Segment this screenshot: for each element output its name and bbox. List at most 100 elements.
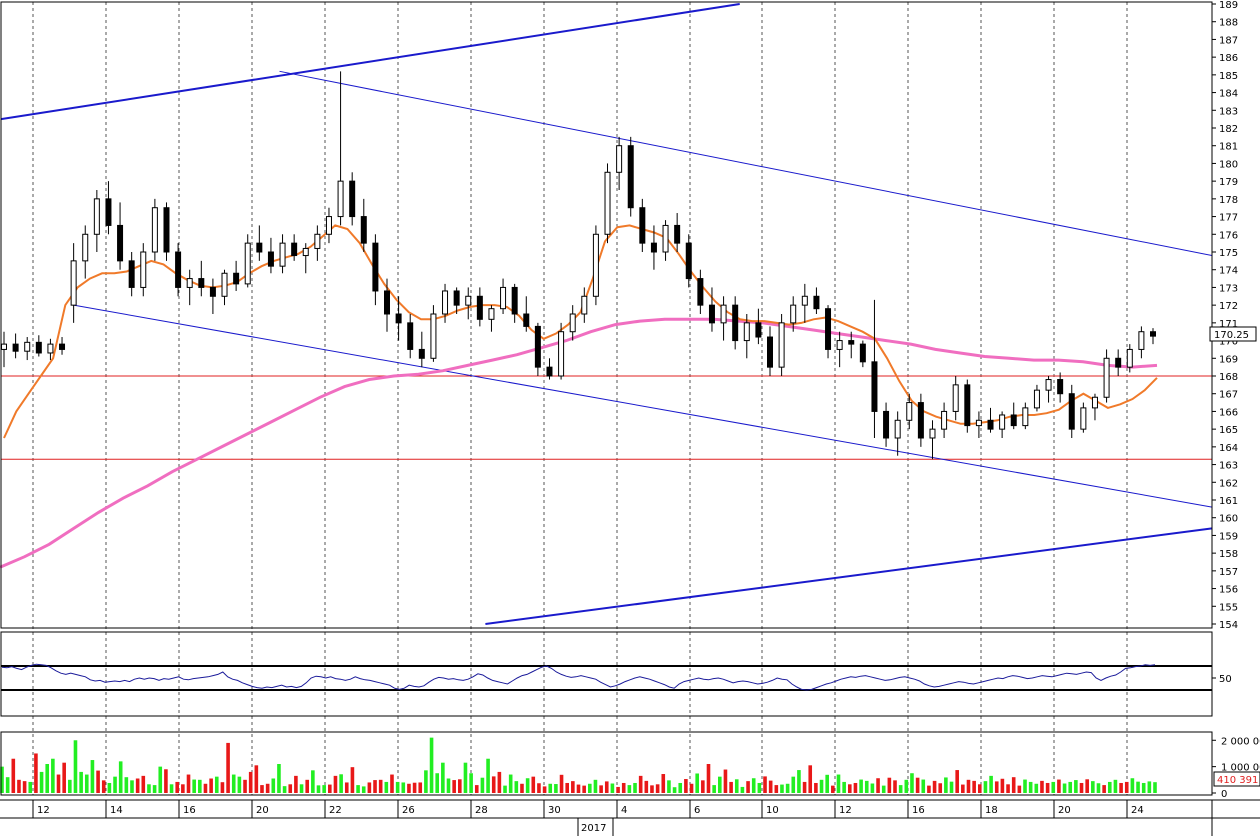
candle-body <box>407 322 414 350</box>
volume-bar <box>373 780 377 793</box>
volume-bar <box>277 764 281 793</box>
volume-bar <box>684 779 688 793</box>
candle-body <box>1045 379 1052 391</box>
candle-body <box>279 242 286 267</box>
moving-average-slow <box>0 317 1158 569</box>
volume-bar <box>616 786 620 793</box>
candle-body <box>917 402 924 439</box>
volume-bar <box>520 783 524 793</box>
candle-body <box>732 304 739 342</box>
candle-body <box>488 308 495 320</box>
volume-bar <box>226 742 230 793</box>
volume-bar <box>260 785 264 793</box>
candle-body <box>24 341 31 352</box>
candle-body <box>267 251 274 267</box>
volume-bar <box>667 780 671 793</box>
candle-body <box>697 278 704 306</box>
volume-bar <box>1130 778 1135 793</box>
volume-bar <box>56 774 61 793</box>
volume-bar <box>588 783 592 793</box>
volume-bar <box>491 776 496 793</box>
volume-bar <box>689 783 694 793</box>
volume-bar <box>870 783 875 793</box>
volume-bar <box>1074 780 1078 793</box>
volume-bar <box>831 785 835 793</box>
volume-bar <box>802 781 807 793</box>
candle-body <box>1010 414 1017 427</box>
candle-body <box>685 242 692 280</box>
volume-bar <box>949 781 954 793</box>
volume-bar <box>186 774 191 793</box>
candle-body <box>975 419 982 427</box>
candle-body <box>871 361 878 412</box>
volume-bar <box>1034 783 1039 793</box>
x-tick-label: 20 <box>256 805 269 816</box>
volume-bar <box>435 773 440 793</box>
volume-bar <box>565 782 569 793</box>
candle-body <box>662 224 669 253</box>
volume-bar <box>1062 783 1067 793</box>
candle-body <box>755 322 762 338</box>
volume-bar <box>175 781 180 793</box>
x-tick-label: 22 <box>329 805 342 816</box>
candle-body <box>1022 407 1029 427</box>
volume-bar <box>305 779 310 793</box>
candle-body <box>93 198 100 235</box>
volume-bar <box>853 782 858 793</box>
volume-bar <box>881 785 886 793</box>
volume-bar <box>1011 777 1016 793</box>
price-tick-label: 158 <box>1219 549 1238 560</box>
volume-bar <box>1096 783 1101 793</box>
candle-body <box>1080 407 1087 430</box>
volume-bar <box>763 776 767 793</box>
candle-body <box>546 366 553 377</box>
volume-bar <box>1006 784 1010 793</box>
volume-bar <box>966 779 971 793</box>
x-tick-label: 12 <box>839 805 852 816</box>
volume-bar <box>350 767 355 793</box>
volume-bar <box>1045 782 1050 793</box>
volume-bar <box>740 786 745 793</box>
volume-bar <box>497 771 502 793</box>
volume-bar <box>814 782 818 793</box>
price-tick-label: 183 <box>1219 106 1238 117</box>
volume-bar <box>322 785 326 793</box>
volume-bar <box>893 780 897 793</box>
volume-bar <box>898 785 903 793</box>
volume-bar <box>378 779 383 793</box>
volume-bar <box>554 784 558 793</box>
volume-bar <box>407 783 411 793</box>
volume-bar <box>158 766 163 793</box>
volume-bar <box>717 776 722 793</box>
volume-bar <box>859 779 863 793</box>
candle-body <box>999 414 1006 430</box>
volume-bar <box>90 760 95 793</box>
candle-body <box>790 304 797 324</box>
volume-bar <box>537 783 541 793</box>
x-tick-label: 16 <box>912 805 925 816</box>
volume-bar <box>610 783 615 793</box>
candle-body <box>291 242 298 257</box>
trendline <box>485 527 1213 625</box>
volume-bar <box>311 770 315 793</box>
volume-bar <box>701 780 705 793</box>
price-tick-label: 160 <box>1219 514 1238 525</box>
volume-bar <box>339 774 343 793</box>
price-tick-label: 174 <box>1219 266 1238 277</box>
volume-bar <box>1017 785 1022 793</box>
volume-bar <box>147 784 151 793</box>
price-tick-label: 154 <box>1219 620 1238 631</box>
volume-bar <box>571 781 575 793</box>
volume-bar <box>644 780 649 793</box>
volume-bar <box>847 784 852 793</box>
candle-body <box>349 180 356 218</box>
volume-bar <box>282 786 287 793</box>
volume-bar <box>1147 781 1152 793</box>
candle-body <box>627 145 634 209</box>
volume-bar <box>1051 781 1056 793</box>
trendline <box>0 3 740 121</box>
price-tick-label: 165 <box>1219 425 1238 436</box>
volume-bar <box>0 766 4 793</box>
last-volume-label: 410 391 <box>1217 775 1258 786</box>
candle-body <box>128 260 135 288</box>
